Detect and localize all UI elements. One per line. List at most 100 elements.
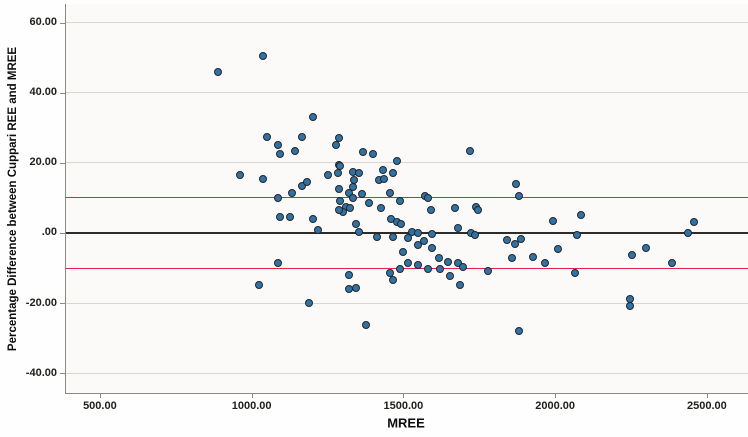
data-point [503, 235, 512, 244]
x-tick-mark [251, 394, 253, 398]
x-axis-title: MREE [387, 415, 425, 431]
data-point [424, 265, 433, 274]
data-point [419, 237, 428, 246]
plot-area [65, 4, 748, 394]
data-point [508, 253, 517, 262]
data-point [213, 67, 222, 76]
data-point [689, 218, 698, 227]
x-tick-mark [706, 394, 708, 398]
upper-limit-line [66, 197, 748, 199]
data-point [388, 169, 397, 178]
data-point [386, 188, 395, 197]
data-point [414, 260, 423, 269]
y-gridline [66, 302, 748, 304]
data-point [359, 148, 368, 157]
data-point [549, 216, 558, 225]
data-point [396, 265, 405, 274]
data-point [529, 253, 538, 262]
data-point [435, 265, 444, 274]
data-point [336, 162, 345, 171]
data-point [414, 240, 423, 249]
y-tick-label: .00 [41, 226, 57, 239]
data-point [344, 285, 353, 293]
data-point [309, 113, 318, 122]
y-tick-mark [60, 22, 65, 24]
data-point [625, 302, 634, 311]
y-tick-mark [60, 92, 65, 94]
data-point [298, 132, 307, 141]
data-point [332, 141, 341, 150]
data-point [517, 234, 526, 243]
data-point [258, 52, 267, 61]
data-point [393, 157, 402, 166]
data-point [346, 204, 355, 213]
data-point [362, 321, 371, 330]
data-point [667, 259, 676, 268]
data-point [364, 199, 373, 208]
x-tick-mark [99, 394, 101, 398]
data-point [554, 245, 563, 254]
x-tick-label: 2000.00 [535, 400, 576, 412]
data-point [511, 239, 520, 248]
y-tick-mark [60, 303, 65, 304]
data-point [380, 174, 389, 183]
data-point [473, 206, 482, 215]
data-point [373, 233, 382, 242]
data-point [453, 223, 462, 232]
data-point [444, 258, 453, 267]
data-point [484, 267, 493, 276]
data-point [428, 229, 437, 238]
data-point [348, 193, 357, 202]
y-tick-mark [60, 373, 65, 375]
data-point [389, 233, 398, 242]
y-tick-label: -40.00 [25, 366, 57, 379]
data-point [275, 150, 284, 159]
data-point [344, 271, 353, 279]
data-point [540, 259, 549, 268]
data-point [323, 171, 332, 180]
data-point [254, 281, 263, 290]
data-point [512, 179, 521, 188]
y-tick-mark [60, 232, 65, 234]
data-point [262, 132, 271, 141]
x-tick-label: 2500.00 [687, 400, 727, 412]
data-point [333, 169, 342, 178]
data-point [424, 193, 433, 202]
data-point [404, 234, 413, 243]
data-point [573, 230, 582, 239]
data-point [304, 299, 313, 307]
y-gridline [66, 22, 748, 24]
data-point [354, 169, 363, 178]
y-gridline [66, 372, 748, 374]
data-point [456, 281, 465, 290]
data-point [309, 214, 318, 223]
data-point [471, 230, 480, 239]
data-point [285, 213, 294, 222]
data-point [369, 150, 378, 159]
data-point [273, 193, 282, 202]
data-point [336, 197, 345, 206]
data-point [642, 244, 651, 253]
data-point [397, 220, 406, 229]
data-point [235, 171, 244, 180]
x-tick-mark [555, 394, 557, 398]
x-tick-label: 500.00 [83, 400, 117, 412]
y-tick-label: 40.00 [29, 86, 57, 99]
data-point [570, 268, 579, 277]
x-tick-label: 1000.00 [231, 400, 272, 412]
y-tick-label: -20.00 [25, 296, 57, 309]
data-point [275, 213, 284, 222]
data-point [258, 174, 267, 183]
data-point [287, 188, 296, 197]
x-tick-mark [403, 394, 405, 398]
data-point [273, 141, 282, 150]
data-point [335, 206, 344, 215]
data-point [426, 206, 435, 215]
data-point [683, 228, 692, 237]
y-tick-mark [60, 162, 65, 164]
data-point [396, 197, 405, 206]
y-gridline [66, 162, 748, 164]
data-point [404, 259, 413, 268]
data-point [450, 204, 459, 213]
